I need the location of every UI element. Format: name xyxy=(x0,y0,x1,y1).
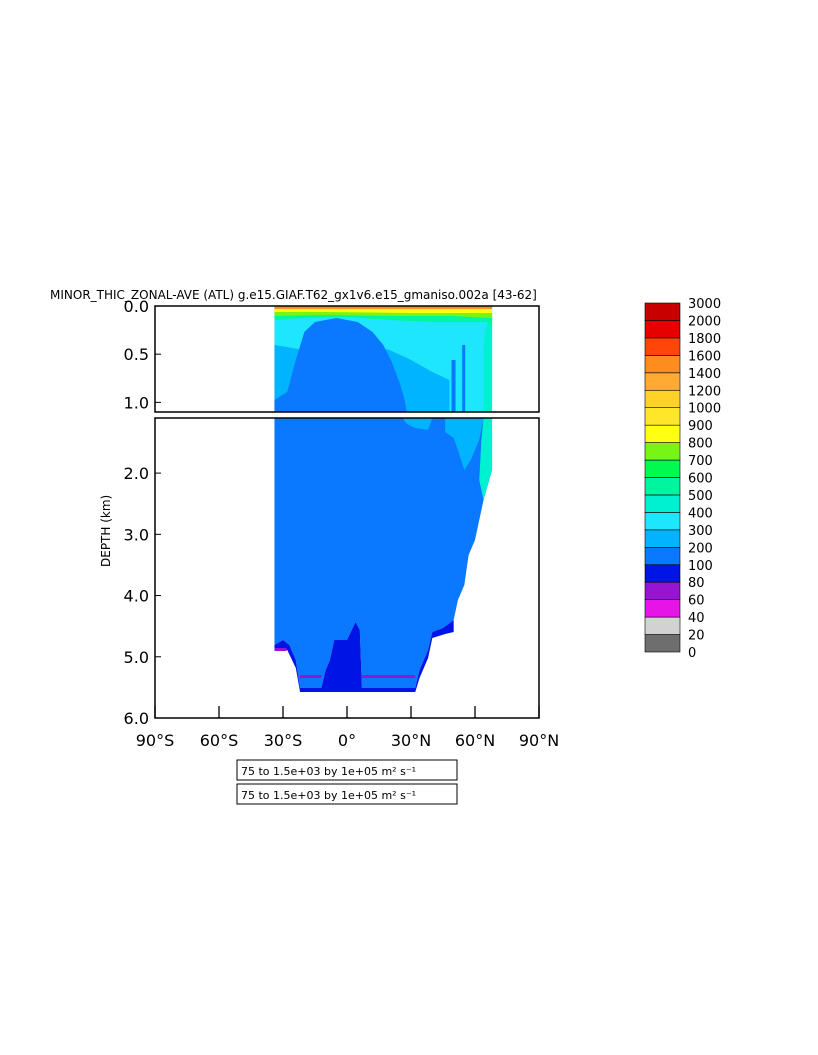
y-tick-label: 0.0 xyxy=(124,297,149,316)
y-tick-label: 3.0 xyxy=(124,525,149,544)
colorbar-label: 800 xyxy=(688,437,713,452)
colorbar-swatch xyxy=(644,512,681,531)
y-tick-label: 4.0 xyxy=(124,587,149,606)
contour-info-box-1: 75 to 1.5e+03 by 1e+05 m² s⁻¹ xyxy=(236,759,458,781)
field-upper-core xyxy=(274,318,407,412)
colorbar-swatch xyxy=(644,616,681,635)
colorbar-label: 2000 xyxy=(688,314,721,329)
y-tick-label: 0.5 xyxy=(124,345,149,364)
colorbar-swatch xyxy=(644,459,681,478)
colorbar-swatch xyxy=(644,337,681,356)
y-tick-label: 2.0 xyxy=(124,464,149,483)
y-axis: 0.0 0.5 1.0 2.0 3.0 4.0 5.0 6.0 xyxy=(124,297,161,728)
colorbar-swatch xyxy=(644,564,681,583)
colorbar-label: 300 xyxy=(688,524,713,539)
colorbar-label: 1600 xyxy=(688,349,721,364)
colorbar-swatch xyxy=(644,529,681,548)
field-lower-rim xyxy=(361,675,416,678)
x-tick-label: 30°N xyxy=(391,731,431,750)
colorbar-label: 3000 xyxy=(688,297,721,312)
y-tick-label: 5.0 xyxy=(124,648,149,667)
colorbar-swatch xyxy=(644,320,681,339)
colorbar-label: 40 xyxy=(688,611,705,626)
chart-title: MINOR_THIC_ZONAL-AVE (ATL) g.e15.GIAF.T6… xyxy=(50,288,537,302)
colorbar-label: 500 xyxy=(688,489,713,504)
x-axis: 90°S 60°S 30°S 0° 30°N 60°N 90°N xyxy=(136,706,559,750)
colorbar-swatch xyxy=(644,477,681,496)
colorbar-label: 600 xyxy=(688,472,713,487)
colorbar-label: 60 xyxy=(688,594,705,609)
colorbar-label: 200 xyxy=(688,541,713,556)
colorbar-label: 100 xyxy=(688,559,713,574)
x-tick-label: 30°S xyxy=(264,731,303,750)
colorbar-label: 700 xyxy=(688,454,713,469)
x-tick-label: 60°S xyxy=(200,731,239,750)
colorbar-swatch xyxy=(644,442,681,461)
field-lower-patch xyxy=(402,418,433,430)
y-tick-label: 1.0 xyxy=(124,393,149,412)
colorbar-label: 0 xyxy=(688,646,696,661)
field-upper-streak xyxy=(451,360,456,412)
x-tick-label: 90°S xyxy=(136,731,175,750)
field-upper-north xyxy=(483,306,493,412)
colorbar-label: 1000 xyxy=(688,402,721,417)
colorbar-label: 900 xyxy=(688,419,713,434)
colorbar-swatch xyxy=(644,355,681,374)
field-surface-orange xyxy=(274,306,493,309)
field-lower-main xyxy=(274,418,493,688)
colorbar-label: 400 xyxy=(688,506,713,521)
colorbar-swatch xyxy=(644,372,681,391)
colorbar-label: 80 xyxy=(688,576,705,591)
x-tick-label: 60°N xyxy=(455,731,495,750)
colorbar-label: 1800 xyxy=(688,332,721,347)
y-tick-label: 6.0 xyxy=(124,709,149,728)
colorbar-swatch xyxy=(644,581,681,600)
colorbar-label: 20 xyxy=(688,629,705,644)
colorbar-swatch xyxy=(644,424,681,443)
colorbar-swatch xyxy=(644,407,681,426)
colorbar-swatch xyxy=(644,494,681,513)
contour-info-2: 75 to 1.5e+03 by 1e+05 m² s⁻¹ xyxy=(241,789,416,802)
colorbar-swatch xyxy=(644,599,681,618)
x-tick-label: 90°N xyxy=(519,731,559,750)
colorbar: 0 20 40 60 80 100 200 300 400 500 600 700 800 900 1000… xyxy=(644,297,721,661)
contour-info-1: 75 to 1.5e+03 by 1e+05 m² s⁻¹ xyxy=(241,765,416,778)
field-lower-north-mid xyxy=(445,418,484,470)
x-tick-label: 0° xyxy=(338,731,356,750)
field-lower-rim xyxy=(274,648,287,651)
field-lower-north-edge xyxy=(479,418,493,500)
colorbar-swatch xyxy=(644,302,681,321)
colorbar-label: 1200 xyxy=(688,384,721,399)
upper-panel-frame xyxy=(154,305,540,413)
field-upper-streak xyxy=(462,345,466,412)
heatmap-field xyxy=(274,306,493,692)
colorbar-swatch xyxy=(644,389,681,409)
y-axis-label: DEPTH (km) xyxy=(99,495,113,567)
colorbar-swatch xyxy=(644,546,681,566)
contour-info-box-2: 75 to 1.5e+03 by 1e+05 m² s⁻¹ xyxy=(236,783,458,805)
colorbar-swatch xyxy=(644,634,681,653)
field-lower-rim xyxy=(300,675,322,678)
colorbar-label: 1400 xyxy=(688,367,721,382)
